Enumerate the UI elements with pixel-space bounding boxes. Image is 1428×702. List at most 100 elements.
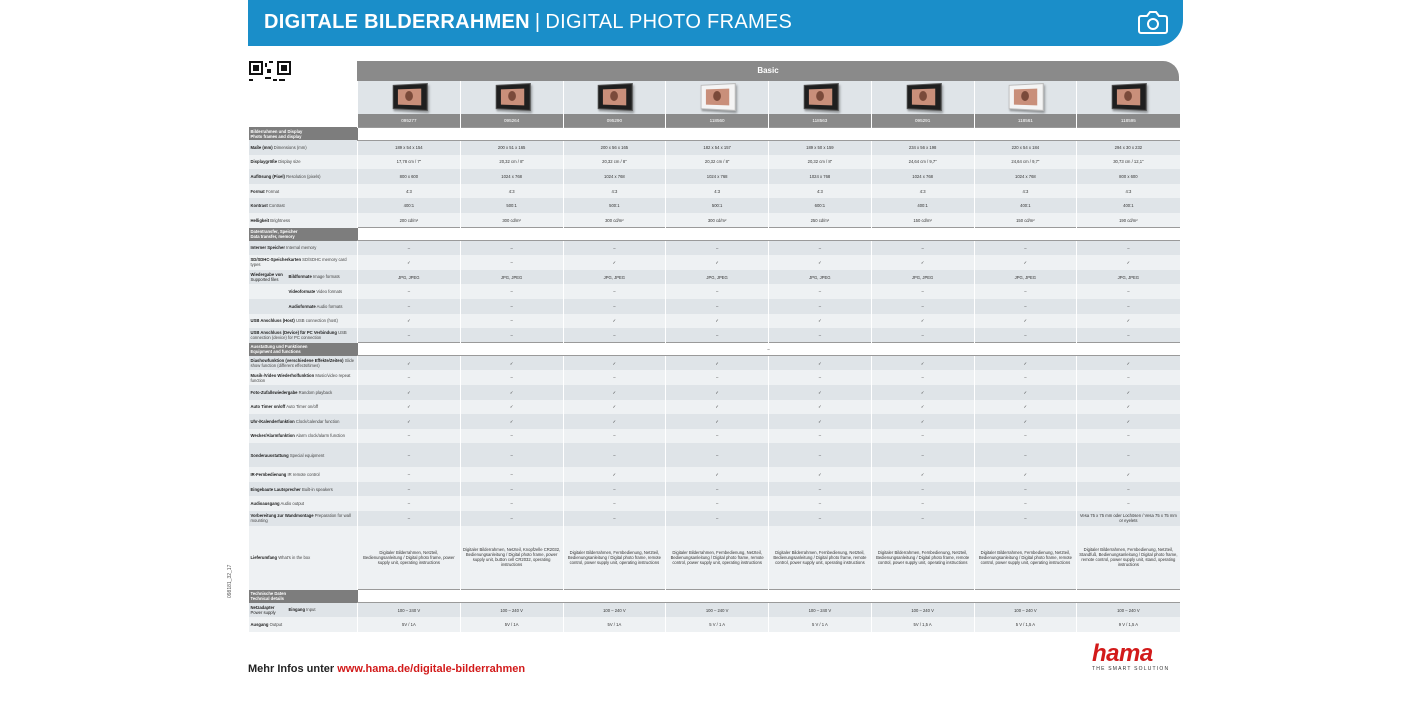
spec-value: 100 – 240 V <box>666 603 769 618</box>
section-spacer: – <box>358 343 1180 356</box>
spec-value: – <box>358 511 461 526</box>
spec-row: Wecker/Alarmfunktion Alarm clock/alarm f… <box>249 429 1180 444</box>
spec-value: – <box>1077 241 1180 256</box>
photo-frame-image <box>393 83 428 111</box>
frame-picture <box>398 89 421 106</box>
spec-value: ✓ <box>769 385 872 400</box>
spec-value: – <box>563 299 666 314</box>
spec-value: 4:3 <box>1077 184 1180 199</box>
spec-value: 220 x 54 x 184 <box>974 140 1077 155</box>
spec-label-en: Alarm clock/alarm function <box>296 433 345 438</box>
spec-value: 150 cd/m² <box>871 213 974 228</box>
spec-value: – <box>563 511 666 526</box>
spec-value: ✓ <box>974 356 1077 371</box>
section-title-en: Equipment and functions <box>251 349 356 354</box>
spec-value: 4:3 <box>358 184 461 199</box>
section-spacer <box>358 228 1180 241</box>
spec-label-en: Video formats <box>316 289 342 294</box>
spec-value: 4:3 <box>769 184 872 199</box>
spec-row: Uhr-/Kalenderfunktion Clock/calendar fun… <box>249 414 1180 429</box>
spec-value: 190 cd/m² <box>1077 213 1180 228</box>
spec-row: Videoformate Video formats – – – – – – – – <box>249 284 1180 299</box>
section-title-en: Technical details <box>251 596 356 601</box>
spec-value: ✓ <box>974 314 1077 329</box>
spec-label-de: Helligkeit <box>251 218 270 223</box>
spec-value: 500:1 <box>666 198 769 213</box>
spec-label-de: Foto-Zufallswiedergabe <box>251 390 298 395</box>
spec-value: 500:1 <box>460 198 563 213</box>
spec-value: – <box>460 299 563 314</box>
spec-value: – <box>563 328 666 343</box>
group-basic-header: Basic <box>357 61 1179 81</box>
spec-value: 1024 x 768 <box>563 169 666 184</box>
spec-label-en: Input <box>306 607 315 612</box>
spec-table: 095277 095264 095290 118560 118563 095291 1185… <box>248 81 1180 632</box>
spec-label-de: Audioformate <box>289 304 316 309</box>
spec-value: – <box>871 299 974 314</box>
frame-picture <box>1014 89 1037 106</box>
photo-frame-image <box>1009 83 1044 111</box>
spec-value: – <box>358 496 461 511</box>
spec-label: Wiedergabe von Supported files Bildformate… <box>249 270 358 285</box>
frame-picture <box>1117 89 1140 106</box>
spec-value: ✓ <box>769 314 872 329</box>
spec-value: – <box>666 511 769 526</box>
spec-value: ✓ <box>666 400 769 415</box>
spec-label-en: Built-in speakers <box>302 487 333 492</box>
spec-value: Vesa 75 x 75 mm oder Lochösen / Vesa 75 … <box>1077 511 1180 526</box>
spec-value: – <box>358 467 461 482</box>
spec-value: 400:1 <box>974 198 1077 213</box>
spec-row: Interner Speicher Internal memory – – – – – – –… <box>249 241 1180 256</box>
spec-value: ✓ <box>769 467 872 482</box>
photo-frame-image <box>701 83 736 111</box>
spec-value: 100 – 240 V <box>460 603 563 618</box>
spec-value: – <box>1077 299 1180 314</box>
spec-value: ✓ <box>358 385 461 400</box>
spec-value: – <box>563 429 666 444</box>
spec-group-en: Supported files <box>251 277 289 282</box>
spec-value: – <box>871 284 974 299</box>
product-image-row <box>249 81 1180 114</box>
brand-name: hama <box>1092 640 1180 668</box>
spec-value: ✓ <box>871 385 974 400</box>
product-image-cell <box>460 81 563 114</box>
spec-row: Audioformate Audio formats – – – – – – – – <box>249 299 1180 314</box>
spec-value: 200 cd/m² <box>358 213 461 228</box>
spec-value: – <box>460 370 563 385</box>
product-image-cell <box>1077 81 1180 114</box>
spec-value: – <box>769 299 872 314</box>
spec-value: ✓ <box>666 385 769 400</box>
spec-label: Kontrast Contrast <box>249 198 358 213</box>
spec-value: ✓ <box>871 314 974 329</box>
spec-label-de: Audioausgang <box>251 501 280 506</box>
spec-value: ✓ <box>358 414 461 429</box>
spec-value: – <box>460 467 563 482</box>
spec-row: Wiedergabe von Supported files Bildformate… <box>249 270 1180 285</box>
spec-value: 5 V / 1,5 A <box>974 617 1077 632</box>
spec-value: – <box>974 328 1077 343</box>
spec-value: ✓ <box>1077 414 1180 429</box>
spec-label: Eingebaute Lautsprecher Built-in speaker… <box>249 482 358 497</box>
spec-value: 189 x 50 x 159 <box>769 140 872 155</box>
spec-value: 20,32 cm / 8" <box>769 155 872 170</box>
spec-value: – <box>871 328 974 343</box>
spec-value: – <box>1077 429 1180 444</box>
spec-value: – <box>563 482 666 497</box>
spec-value: 4:3 <box>563 184 666 199</box>
spec-value: 24,64 cm / 9,7" <box>871 155 974 170</box>
spec-label: USB Anschluss (Device) für PC Verbindung… <box>249 328 358 343</box>
spec-value: – <box>769 496 872 511</box>
spec-value: – <box>769 370 872 385</box>
spec-value: JPG, JPEG <box>563 270 666 285</box>
spec-value: JPG, JPEG <box>358 270 461 285</box>
spec-value: 100 – 240 V <box>871 603 974 618</box>
spec-row: Format Format 4:3 4:3 4:3 4:3 4:3 4:3 4:3 4:3 <box>249 184 1180 199</box>
page-header: DIGITALE BILDERRAHMEN | DIGITAL PHOTO FRAM… <box>248 0 1183 46</box>
spec-value: ✓ <box>358 255 461 270</box>
spec-label: Auflösung (Pixel) Resolution (pixels) <box>249 169 358 184</box>
spec-row: Audioausgang Audio output – – – – – – – – <box>249 496 1180 511</box>
spec-row: Diashowfunktion (verschiedene Effekte/Ze… <box>249 356 1180 371</box>
footer-link[interactable]: www.hama.de/digitale-bilderrahmen <box>337 663 525 675</box>
footer-info: Mehr Infos unter www.hama.de/digitale-bi… <box>248 663 525 675</box>
spec-row: USB Anschluss (Device) für PC Verbindung… <box>249 328 1180 343</box>
